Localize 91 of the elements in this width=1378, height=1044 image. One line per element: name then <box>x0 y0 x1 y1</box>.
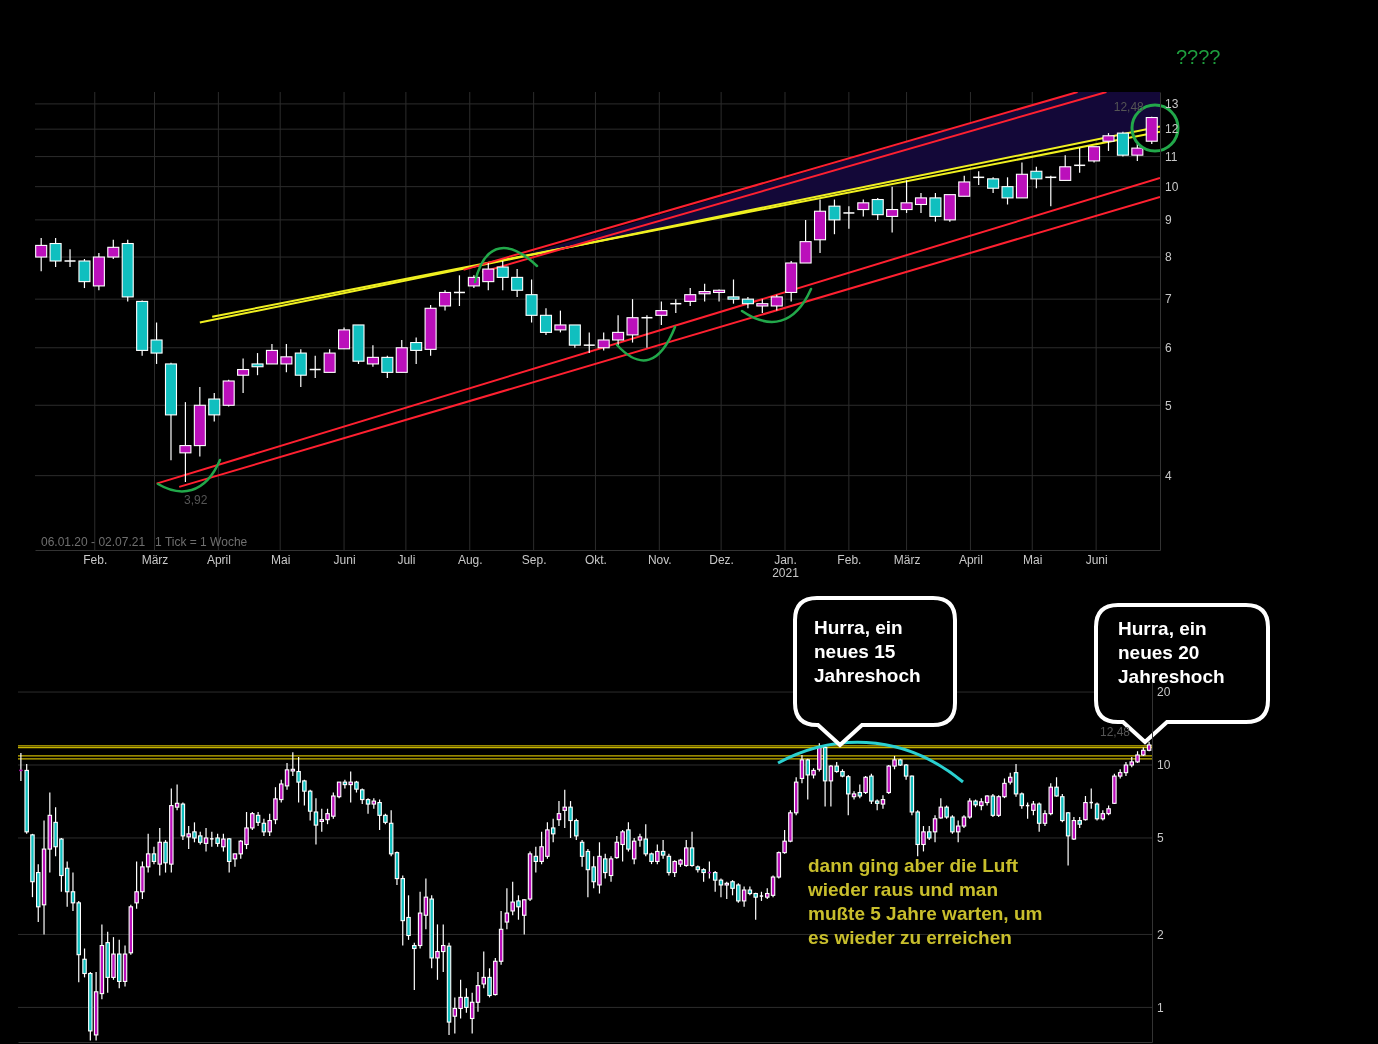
annotation: dann ging aber die Luft wieder raus und man mußte 5 Jahre warten, um es wieder zu erreichen <box>807 855 1043 948</box>
y-tick-label: 11 <box>1165 149 1178 164</box>
candlestick <box>597 331 610 352</box>
x-tick-label: Juni <box>333 552 356 567</box>
candlestick <box>504 887 510 930</box>
x-tick-label: Feb. <box>83 552 108 567</box>
candlestick <box>294 348 307 388</box>
y-tick-label: 5 <box>1165 398 1172 413</box>
candlestick <box>843 205 855 230</box>
y-tick-label: 7 <box>1165 292 1172 307</box>
candlestick <box>799 219 812 264</box>
text: ???? <box>1176 46 1221 68</box>
candlestick <box>251 352 264 376</box>
x-tick-label: April <box>206 552 231 567</box>
annotation: Hurra, ein neues 15 Jahreshoch <box>814 617 921 686</box>
candlestick <box>323 348 336 373</box>
candlestick <box>78 258 91 289</box>
x-tick-label: April <box>958 552 983 567</box>
candlestick <box>1083 795 1088 822</box>
candlestick <box>713 288 726 303</box>
annotation: 06.01.20 - 02.07.21 1 Tick = 1 Woche <box>41 535 248 549</box>
candlestick <box>482 262 495 291</box>
annotation: Hurra, ein neues 20 Jahreshoch <box>1118 618 1225 687</box>
candlestick <box>1015 161 1028 199</box>
candlestick <box>208 392 221 423</box>
candlestick <box>655 300 668 326</box>
x-tick-label: Mai <box>1023 552 1043 567</box>
candlestick <box>525 278 538 324</box>
candlestick <box>1059 154 1072 182</box>
candlestick <box>496 260 509 291</box>
candlestick <box>381 355 394 379</box>
candlestick <box>107 239 120 260</box>
y-tick-label: 10 <box>1157 758 1171 773</box>
y-tick-label: 9 <box>1165 213 1172 228</box>
candlestick <box>64 248 76 268</box>
candlestick <box>871 197 884 221</box>
candlestick <box>366 344 379 368</box>
y-tick-label: 20 <box>1157 685 1171 700</box>
candlestick <box>237 357 250 394</box>
y-tick-label: 13 <box>1165 97 1179 112</box>
candlestick <box>579 839 585 868</box>
x-tick-label: Nov. <box>647 552 672 567</box>
x-tick-label: Juni <box>1085 552 1108 567</box>
candlestick <box>900 179 913 214</box>
candlestick <box>280 343 293 373</box>
candlestick <box>338 326 351 350</box>
candlestick <box>539 307 553 336</box>
candlestick <box>886 186 899 233</box>
y-tick-label: 8 <box>1165 250 1172 265</box>
x-tick-label: Feb. <box>837 552 862 567</box>
x-tick-label: Mai <box>271 552 291 567</box>
candlestick <box>554 310 567 333</box>
candlestick <box>1001 176 1014 206</box>
candlestick <box>958 175 971 197</box>
x-tick-label: Dez. <box>709 552 734 567</box>
x-tick-label: Jan. 2021 <box>772 552 800 580</box>
candlestick <box>556 800 562 827</box>
candlestick <box>410 336 423 365</box>
annotation: 12,48 <box>1113 99 1145 114</box>
candlestick <box>438 289 452 312</box>
y-tick-label: 10 <box>1165 179 1179 194</box>
candlestick <box>828 198 841 235</box>
y-tick-label: 2 <box>1157 927 1164 942</box>
x-tick-label: Aug. <box>457 552 483 567</box>
candlestick <box>583 331 595 354</box>
candlestick <box>1116 131 1129 158</box>
candlestick <box>1145 116 1158 145</box>
y-tick-label: 6 <box>1165 341 1172 356</box>
candlestick <box>1030 166 1043 189</box>
x-tick-label: Juli <box>397 552 416 567</box>
x-tick-label: März <box>893 552 921 567</box>
candlestick <box>265 343 278 365</box>
candlestick <box>914 192 928 214</box>
candlestick <box>511 268 524 298</box>
candlestick <box>568 324 581 349</box>
candlestick <box>179 401 192 483</box>
annotation: 12,48 <box>1099 724 1131 739</box>
y-tick-label: 4 <box>1165 468 1172 483</box>
candlestick <box>929 192 942 223</box>
candlestick <box>626 298 639 344</box>
candlestick <box>35 237 48 272</box>
x-tick-label: Okt. <box>584 552 607 567</box>
annotation: 3,92 <box>184 493 208 508</box>
y-tick-label: 5 <box>1157 831 1164 846</box>
y-tick-label: 1 <box>1157 1000 1164 1015</box>
candlestick <box>612 314 625 346</box>
candlestick <box>49 237 62 268</box>
x-tick-label: Sep. <box>521 552 547 567</box>
candlestick <box>150 321 163 365</box>
x-tick-label: März <box>141 552 169 567</box>
candlestick <box>727 278 740 305</box>
